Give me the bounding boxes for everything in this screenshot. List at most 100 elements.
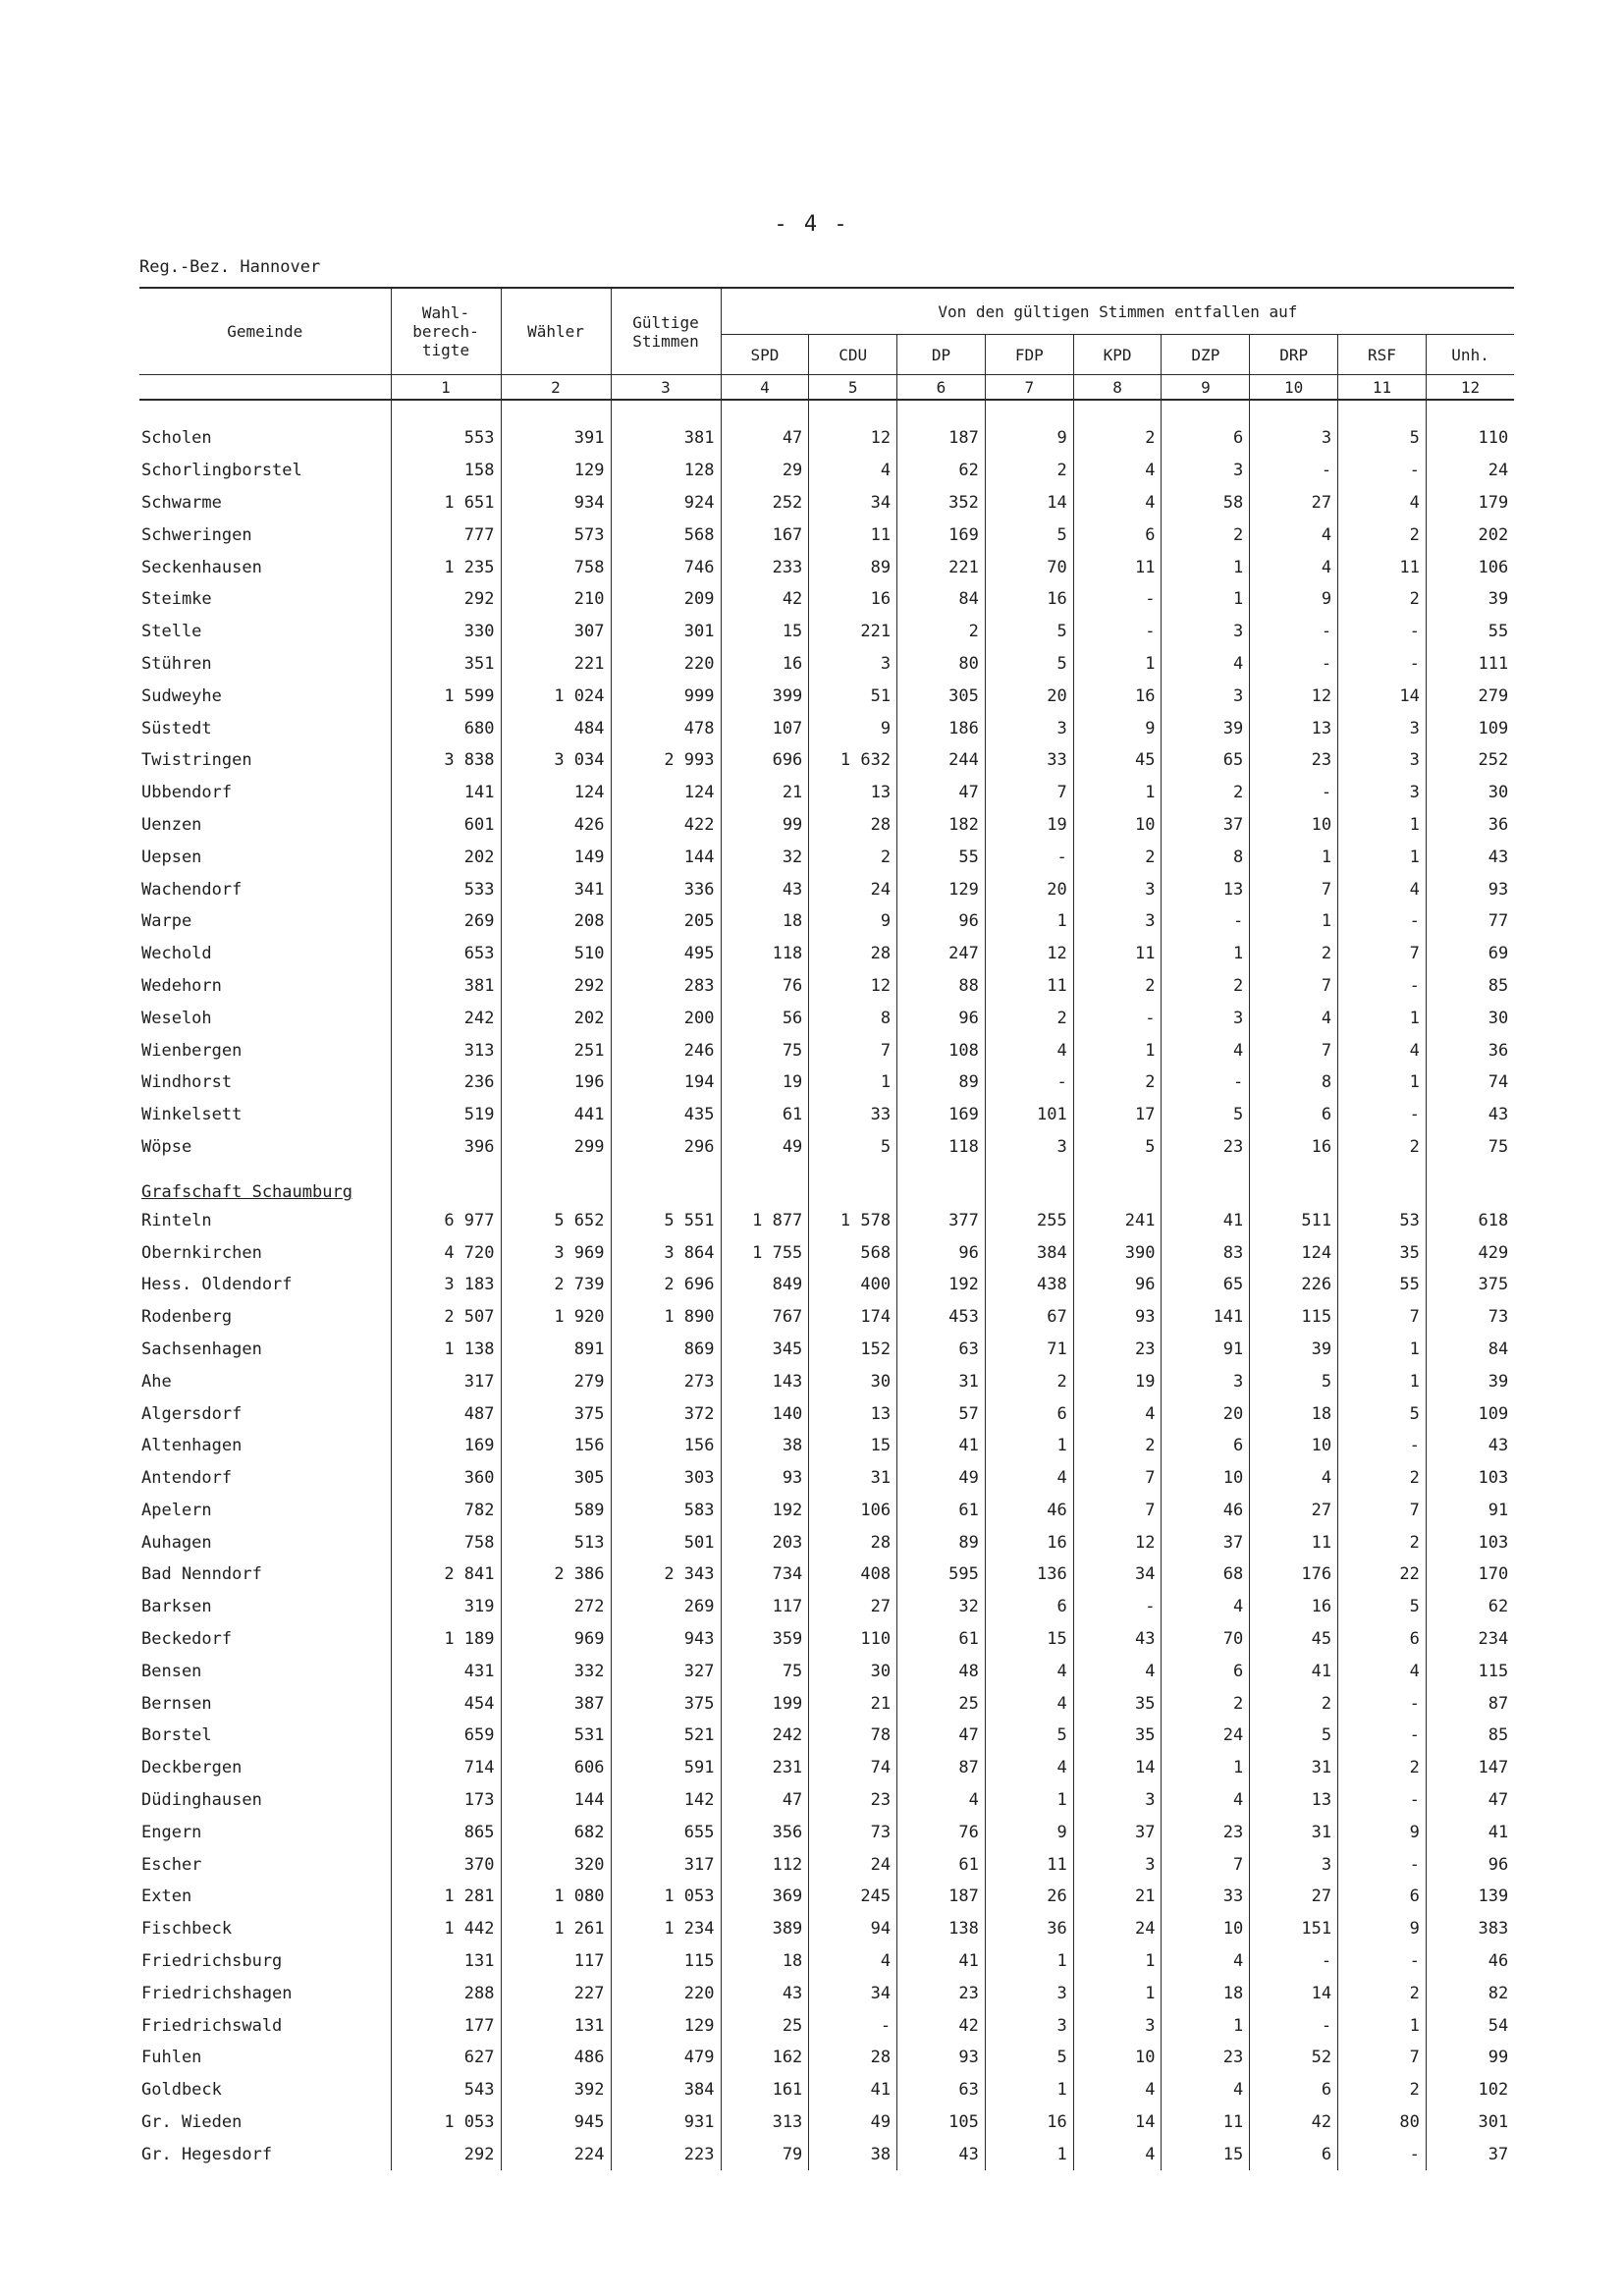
cell-col-3: 381 [610, 400, 721, 455]
cell-col-8: 35 [1072, 1687, 1162, 1721]
cell-col-8: 1 [1072, 647, 1162, 681]
cell-col-5: 89 [808, 551, 897, 583]
cell-col-10: 16 [1249, 1130, 1338, 1164]
table-row: Warpe 269 208 205 18 9 96 1 3-1-77 [139, 904, 1515, 938]
cell-col-2: 387 [500, 1687, 611, 1721]
cell-col-11: - [1337, 1098, 1427, 1131]
cell-col-2: 589 [500, 1494, 611, 1527]
cell-col-11: 5 [1337, 400, 1427, 455]
cell-col-2: 279 [500, 1365, 611, 1398]
table-row: Uenzen 601 426 422 99 28 182 19 10 37 10 1 36 [139, 808, 1515, 842]
table-row: Goldbeck 543 392 384 161 41 63 1 4 4 6 2 102 [139, 2073, 1515, 2106]
cell-col-9: 13 [1161, 873, 1250, 905]
cell-col-3: 746 [610, 551, 721, 583]
cell-col-2: 510 [500, 937, 611, 970]
gemeinde-name: Apelern [141, 1500, 212, 1520]
cell-col-9: 8 [1161, 841, 1250, 874]
cell-col-5: 28 [808, 937, 897, 970]
cell-col-9: 2 [1161, 776, 1250, 809]
cell-col-7: 2 [984, 454, 1074, 487]
cell-col-7: 26 [984, 1881, 1074, 1913]
cell-col-3: 1 890 [610, 1300, 721, 1334]
cell-col-5: 568 [808, 1236, 897, 1269]
gemeinde-name: Auhagen [141, 1532, 212, 1553]
cell-col-12: 43 [1425, 1429, 1515, 1462]
cell-col-7: 11 [984, 969, 1074, 1003]
table-row: Algersdorf 487 375 372 140 13 57 6 4 20 18 5 109 [139, 1397, 1515, 1430]
cell-col-11: 80 [1337, 2105, 1427, 2139]
table-row: Friedrichsburg 131 117 115 18 4 41 1 1 4- -46 [139, 1944, 1515, 1978]
cell-col-3: 375 [610, 1687, 721, 1721]
table-body: Scholen 553 391 381 47 12 187 9 2 6 3 5 110 Schorling… [139, 400, 1515, 2171]
cell-col-8: - [1072, 1590, 1162, 1623]
gemeinde-name: Bad Nenndorf [141, 1564, 262, 1585]
table-row: Antendorf 360 305 303 93 31 49 4 7 10 4 2 103 [139, 1461, 1515, 1495]
cell-col-11: - [1337, 1720, 1427, 1752]
cell-col-5: 34 [808, 486, 897, 519]
cell-col-1: 865 [390, 1816, 501, 1849]
column-number-blank [139, 374, 391, 401]
cell-col-5: 30 [808, 1365, 897, 1398]
cell-col-9: 3 [1161, 680, 1250, 713]
cell-col-7: 11 [984, 1848, 1074, 1882]
cell-col-7: 1 [984, 2138, 1074, 2171]
cell-col-5: 24 [808, 1848, 897, 1882]
cell-col-4: 107 [720, 712, 809, 744]
cell-col-6: 89 [896, 1066, 986, 1099]
table-row: Süstedt 680 484 478 107 9 186 3 9 39 13 3 109 [139, 712, 1515, 744]
cell-col-12: 111 [1425, 647, 1515, 681]
cell-col-3: 296 [610, 1130, 721, 1164]
gemeinde-name: Altenhagen [141, 1436, 243, 1456]
cell-col-3: 3 864 [610, 1236, 721, 1269]
cell-col-7: 6 [984, 1590, 1074, 1623]
cell-col-12: 103 [1425, 1526, 1515, 1559]
cell-col-8: 2 [1072, 969, 1162, 1003]
cell-col-3: 384 [610, 2073, 721, 2106]
gemeinde-name: Gr. Hegesdorf [141, 2144, 273, 2164]
cell-col-4: 47 [720, 400, 809, 455]
cell-col-2: 292 [500, 969, 611, 1003]
cell-col-3: 1 053 [610, 1881, 721, 1913]
cell-col-12: 375 [1425, 1268, 1515, 1301]
table-row: Altenhagen 169 156 156 38 15 41 1 2 6 10-43 [139, 1429, 1515, 1462]
table-row: Friedrichshagen 288 227 220 43 34 23 3 1 18 14 2 82 [139, 1977, 1515, 2010]
cell-col-2: 2 739 [500, 1268, 611, 1301]
column-number: 4 [720, 374, 809, 401]
cell-col-5: 16 [808, 582, 897, 616]
cell-col-3: 521 [610, 1720, 721, 1752]
cell-col-2: 934 [500, 486, 611, 519]
cell-col-3: 200 [610, 1002, 721, 1035]
cell-col-4: 734 [720, 1558, 809, 1591]
cell-col-1: 242 [390, 1002, 501, 1035]
party-header-row: SPD CDU DP FDP KPD DZP DRP RSF Unh. [139, 334, 1515, 375]
cell-col-8: 14 [1072, 2105, 1162, 2139]
cell-col-12: 30 [1425, 1002, 1515, 1035]
cell-col-6: 118 [896, 1130, 986, 1164]
cell-col-10: - [1249, 615, 1338, 648]
cell-col-6: 186 [896, 712, 986, 744]
section-empty-cell [808, 1163, 897, 1205]
cell-col-12: 84 [1425, 1333, 1515, 1366]
cell-col-1: 758 [390, 1526, 501, 1559]
table-row: Beckedorf 1 189 969 943 359 110 61 15 43 70 45 6 234 [139, 1622, 1515, 1656]
cell-col-7: 384 [984, 1236, 1074, 1269]
cell-col-12: 91 [1425, 1494, 1515, 1527]
cell-col-10: 16 [1249, 1590, 1338, 1623]
cell-col-7: - [984, 841, 1074, 874]
cell-col-7: 15 [984, 1622, 1074, 1656]
cell-col-9: 1 [1161, 582, 1250, 616]
cell-col-8: 11 [1072, 937, 1162, 970]
cell-col-3: 269 [610, 1590, 721, 1623]
cell-col-6: 31 [896, 1365, 986, 1398]
cell-col-6: 41 [896, 1429, 986, 1462]
section-empty-cell [500, 1163, 611, 1205]
table-row: Friedrichswald 177 131 129 25-42 3 3 1-1 54 [139, 2009, 1515, 2043]
cell-col-12: 82 [1425, 1977, 1515, 2010]
cell-col-10: 7 [1249, 873, 1338, 905]
cell-col-10: 10 [1249, 1429, 1338, 1462]
cell-col-9: 68 [1161, 1558, 1250, 1591]
cell-col-7: 5 [984, 647, 1074, 681]
cell-col-6: 192 [896, 1268, 986, 1301]
cell-col-7: 3 [984, 1130, 1074, 1164]
cell-col-3: 501 [610, 1526, 721, 1559]
